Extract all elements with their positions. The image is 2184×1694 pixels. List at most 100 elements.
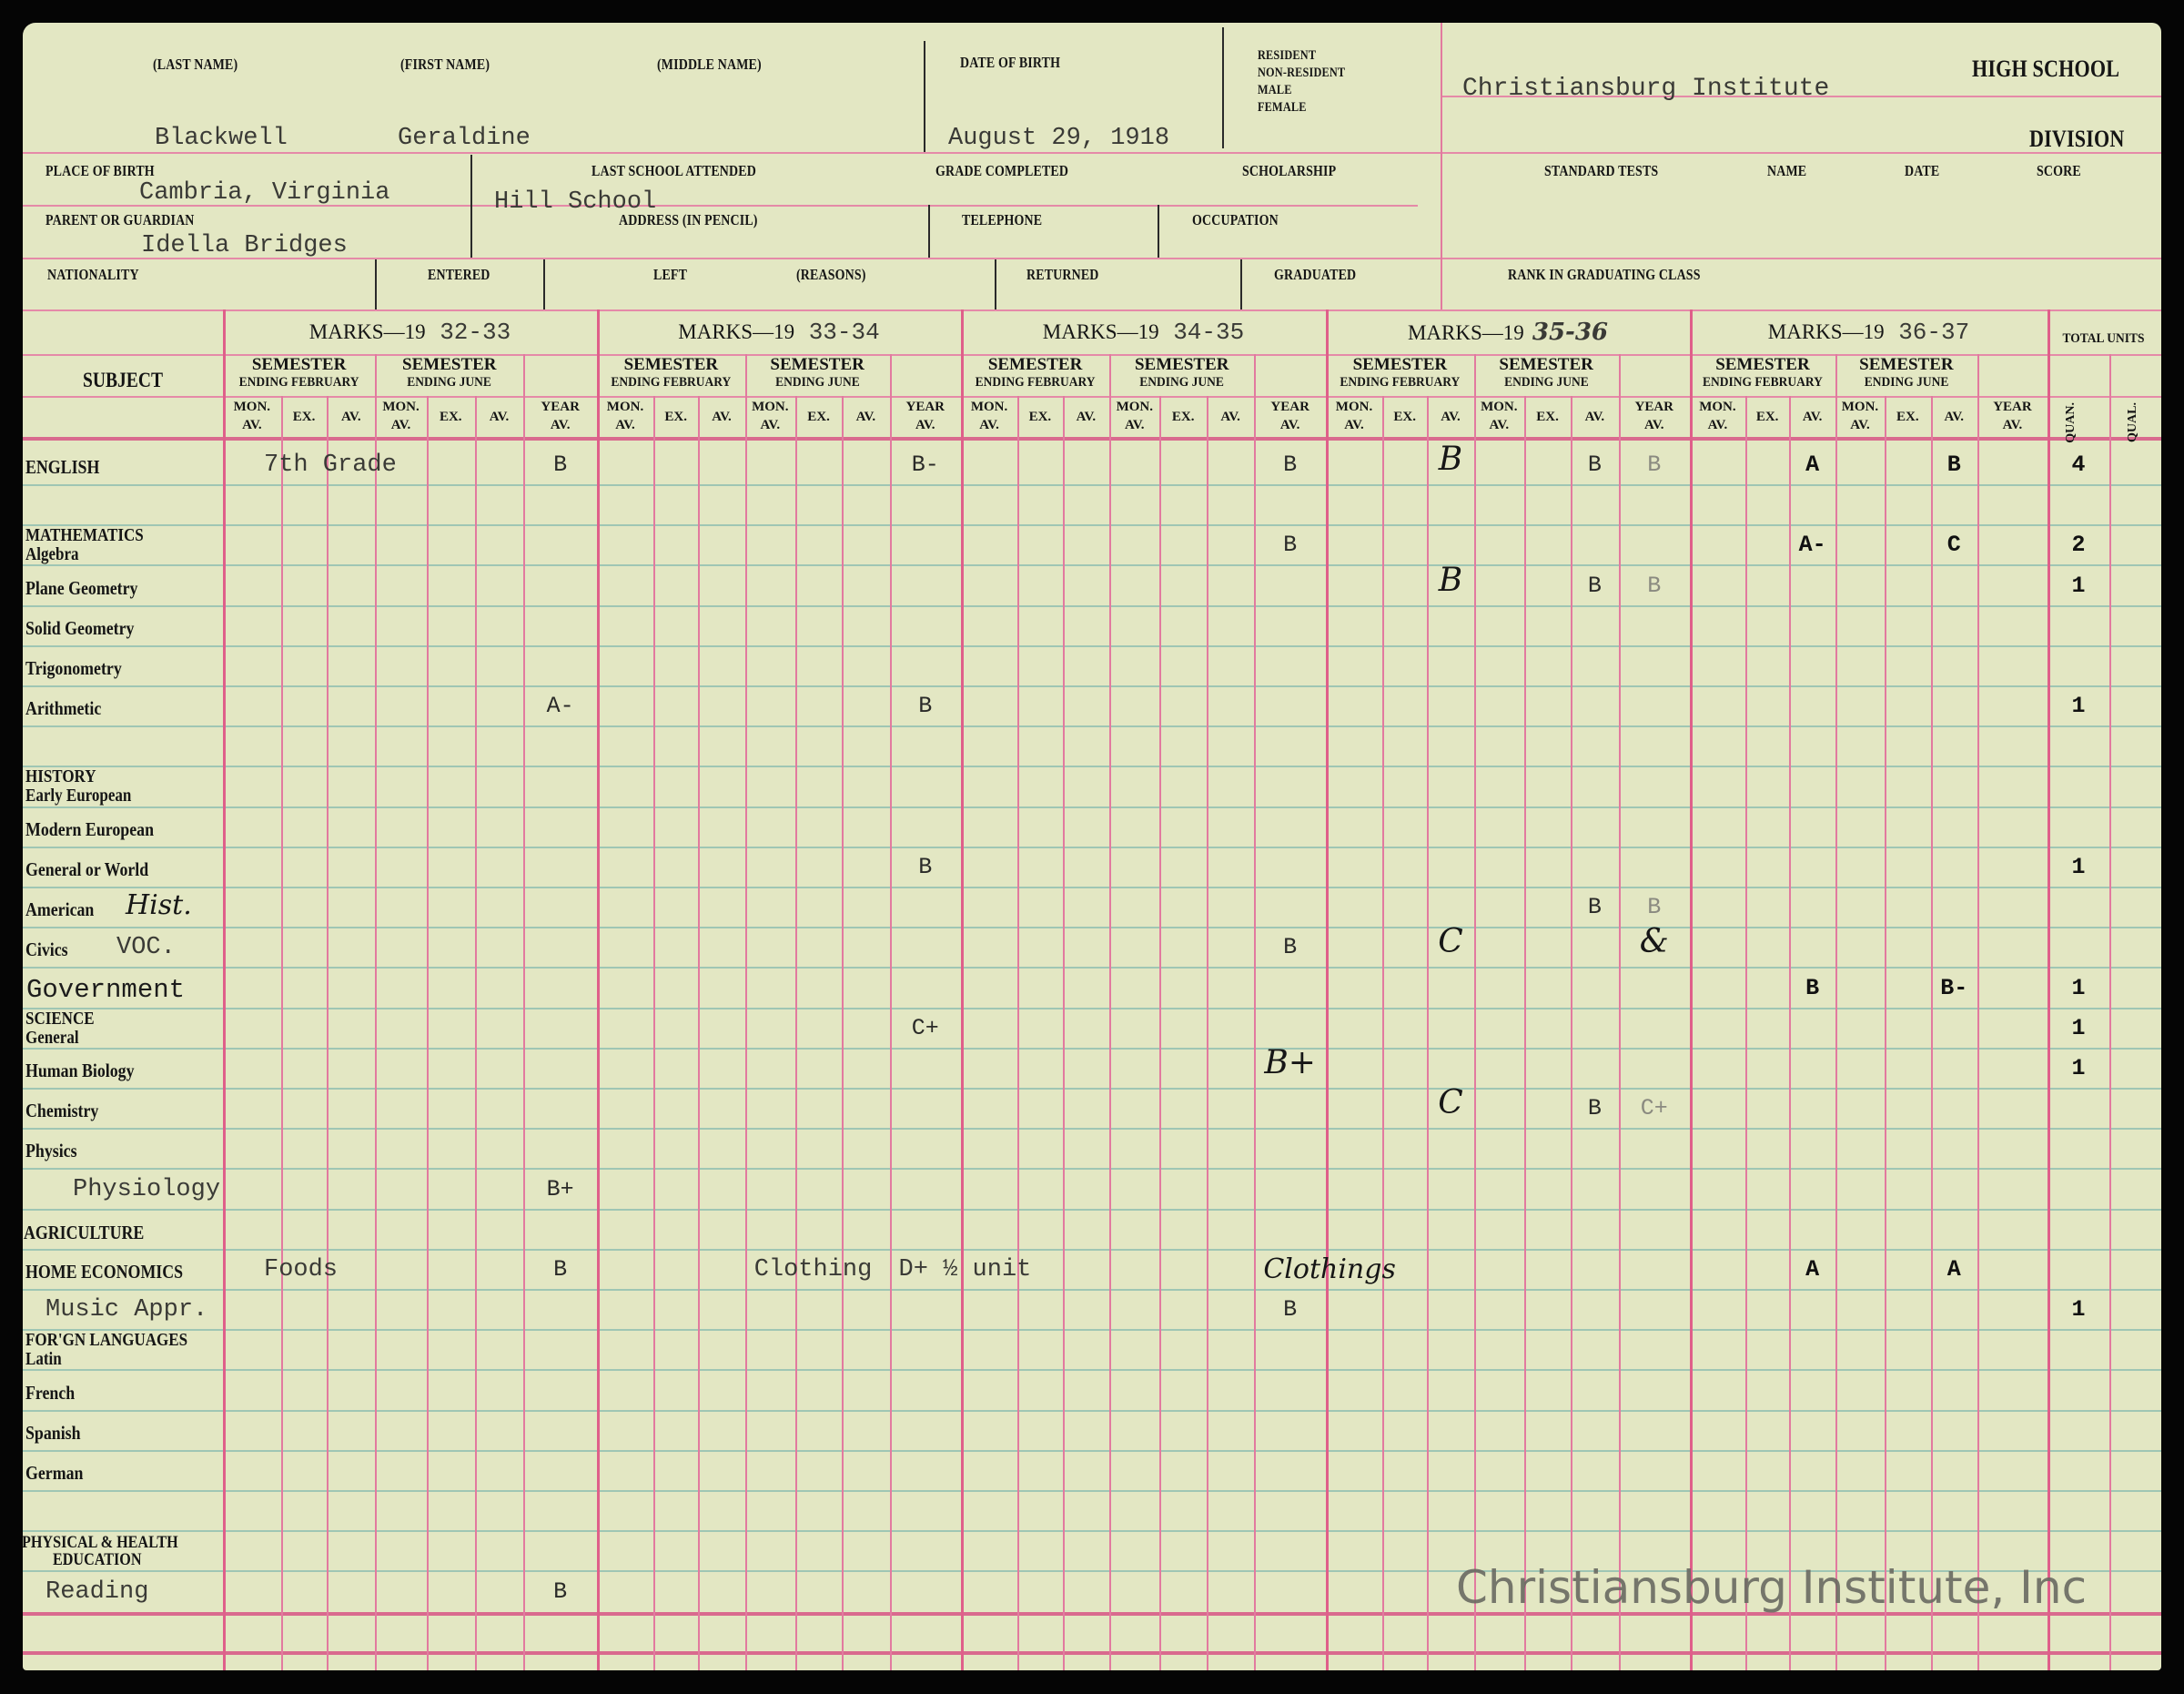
semester-label: ENDING FEBRUARY bbox=[611, 375, 732, 390]
grid-rule bbox=[474, 396, 477, 1670]
entered-label: ENTERED bbox=[428, 266, 490, 283]
semester-label: SEMESTER bbox=[251, 355, 347, 374]
grade-mark: & bbox=[1639, 923, 1669, 961]
grid-rule bbox=[23, 1490, 2161, 1492]
grade-mark: B bbox=[918, 854, 933, 880]
semester-label: SEMESTER bbox=[1859, 355, 1954, 374]
grade-mark: B bbox=[1283, 451, 1298, 478]
grid-rule bbox=[1523, 396, 1526, 1670]
parent-value: Idella Bridges bbox=[141, 232, 348, 259]
qual-label: QUAL. bbox=[2126, 402, 2139, 442]
total-units-header: TOTAL UNITS bbox=[2062, 331, 2145, 346]
grid-rule bbox=[23, 309, 2161, 311]
grade-mark: Clothing bbox=[753, 1256, 873, 1283]
grade-mark: B bbox=[553, 1256, 568, 1283]
column-label: AV. bbox=[915, 418, 935, 432]
occupation-label: OCCUPATION bbox=[1192, 211, 1279, 228]
resident-label: RESIDENT bbox=[1258, 48, 1317, 63]
semester-label: ENDING JUNE bbox=[1503, 375, 1589, 390]
subject-heading: EDUCATION bbox=[53, 1550, 142, 1570]
grade-completed-label: GRADE COMPLETED bbox=[935, 162, 1069, 179]
column-label: MON. bbox=[382, 400, 420, 414]
semester-label: ENDING FEBRUARY bbox=[238, 375, 359, 390]
subject-heading: PHYSICAL & HEALTH bbox=[23, 1533, 178, 1553]
divider bbox=[1441, 96, 2161, 97]
column-label: AV. bbox=[1344, 418, 1364, 432]
column-label: AV. bbox=[712, 410, 732, 424]
subject-label: Early European bbox=[25, 786, 132, 806]
marks-year-header: MARKS—19 32-33 bbox=[223, 319, 597, 346]
grid-rule bbox=[23, 1329, 2161, 1332]
grade-mark: B bbox=[1805, 974, 1820, 1001]
divider bbox=[928, 205, 930, 258]
male-label: MALE bbox=[1258, 83, 1292, 97]
subject-label: General bbox=[25, 1027, 79, 1048]
semester-label: SEMESTER bbox=[402, 355, 497, 374]
column-label: AV. bbox=[1850, 418, 1870, 432]
address-label: ADDRESS (IN PENCIL) bbox=[619, 211, 758, 228]
grid-rule bbox=[23, 1651, 2161, 1655]
total-units-value: 1 bbox=[2071, 1296, 2086, 1324]
subject-heading: SCIENCE bbox=[25, 1008, 95, 1029]
divider bbox=[470, 155, 472, 258]
grid-rule bbox=[23, 524, 2161, 527]
grid-rule bbox=[23, 806, 2161, 808]
grid-rule bbox=[1690, 309, 1693, 1670]
grade-mark: B bbox=[553, 1577, 568, 1605]
subject-label: Physics bbox=[25, 1140, 77, 1162]
subject-heading: HISTORY bbox=[25, 766, 96, 787]
grid-rule bbox=[1618, 354, 1621, 1670]
divider bbox=[1158, 205, 1159, 258]
divider bbox=[995, 259, 996, 309]
first-name-label: (FIRST NAME) bbox=[400, 56, 490, 73]
grid-rule bbox=[842, 396, 844, 1670]
column-label: AV. bbox=[615, 418, 635, 432]
grid-rule bbox=[23, 887, 2161, 888]
subject-label: Algebra bbox=[25, 544, 79, 565]
column-label: EX. bbox=[292, 410, 316, 424]
grid-rule bbox=[23, 1208, 2161, 1211]
grid-rule bbox=[23, 1530, 2161, 1533]
column-label: AV. bbox=[1643, 418, 1664, 432]
test-name-label: NAME bbox=[1767, 162, 1807, 179]
column-label: EX. bbox=[1896, 410, 1919, 424]
column-label: AV. bbox=[341, 410, 361, 424]
divider bbox=[23, 258, 2161, 259]
marks-prefix: MARKS—19 bbox=[1042, 320, 1159, 343]
grid-rule bbox=[23, 437, 2161, 441]
marks-year-header: MARKS—19 33-34 bbox=[597, 319, 961, 346]
grid-rule bbox=[23, 644, 2161, 647]
rank-label: RANK IN GRADUATING CLASS bbox=[1508, 266, 1701, 283]
grade-mark: B bbox=[553, 451, 568, 478]
column-label: AV. bbox=[2002, 418, 2023, 432]
semester-label: SEMESTER bbox=[1134, 355, 1229, 374]
date-of-birth-label: DATE OF BIRTH bbox=[960, 54, 1061, 71]
grid-rule bbox=[889, 354, 892, 1670]
divider bbox=[924, 41, 925, 152]
semester-label: ENDING JUNE bbox=[1864, 375, 1949, 390]
column-label: AV. bbox=[1489, 418, 1510, 432]
grid-rule bbox=[23, 604, 2161, 607]
grade-mark: B- bbox=[1940, 974, 1968, 1001]
grid-rule bbox=[23, 484, 2161, 486]
grade-mark: B bbox=[1647, 451, 1662, 478]
subject-label: Physiology bbox=[73, 1175, 221, 1203]
non-resident-label: NON-RESIDENT bbox=[1258, 66, 1346, 80]
column-label: EX. bbox=[664, 410, 687, 424]
grid-rule bbox=[1885, 396, 1887, 1670]
column-label: AV. bbox=[1707, 418, 1728, 432]
divider bbox=[1240, 259, 1242, 309]
column-label: EX. bbox=[439, 410, 462, 424]
grid-rule bbox=[23, 1047, 2161, 1050]
total-units-value: 1 bbox=[2071, 974, 2086, 1001]
grade-mark: B bbox=[1283, 1296, 1298, 1324]
column-label: AV. bbox=[390, 418, 411, 432]
grade-mark: B bbox=[1438, 561, 1463, 599]
column-label: MON. bbox=[970, 400, 1008, 414]
grade-mark: B bbox=[1647, 572, 1662, 599]
grid-rule bbox=[23, 396, 2161, 398]
nationality-label: NATIONALITY bbox=[47, 266, 139, 283]
first-name-value: Geraldine bbox=[398, 125, 531, 152]
grid-rule bbox=[23, 725, 2161, 728]
grid-rule bbox=[23, 1369, 2161, 1372]
